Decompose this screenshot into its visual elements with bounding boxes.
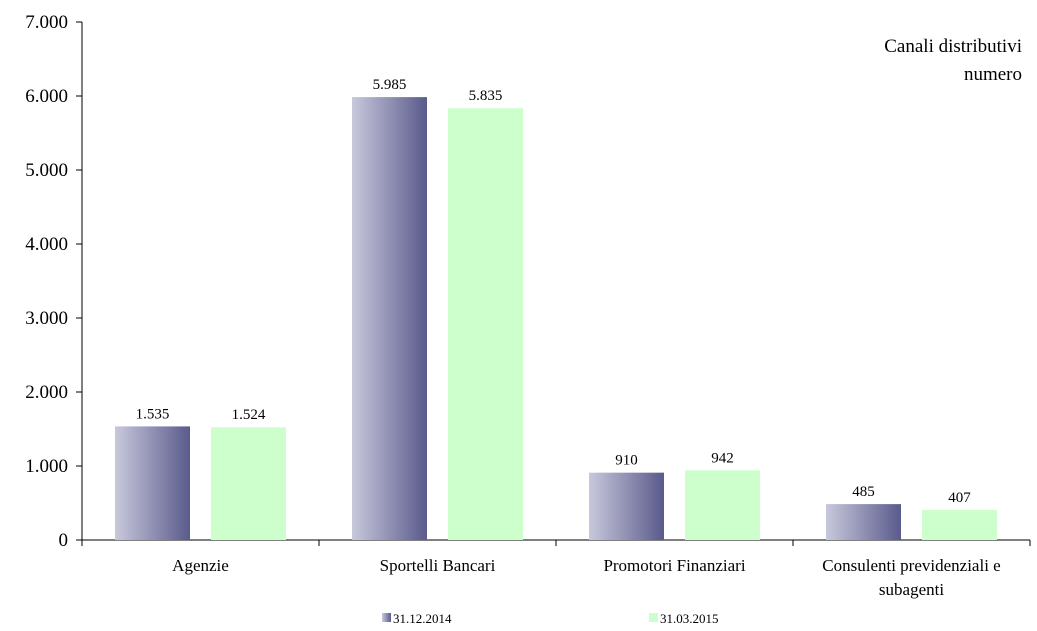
category-label: Agenzie <box>172 556 229 575</box>
data-label: 485 <box>852 484 875 500</box>
data-label: 5.835 <box>469 88 503 104</box>
y-tick-label: 2.000 <box>25 382 68 403</box>
data-label: 407 <box>948 490 971 506</box>
chart-title: Canali distributivi numero <box>884 36 1022 85</box>
legend-label: 31.12.2014 <box>393 611 452 626</box>
data-labels: 1.535 1.524 5.985 5.835 910 942 485 407 <box>136 77 972 506</box>
data-label: 5.985 <box>373 77 407 93</box>
legend-swatch <box>382 613 391 622</box>
data-label: 1.535 <box>136 406 170 422</box>
legend-label: 31.03.2015 <box>660 611 719 626</box>
legend-swatch <box>649 613 658 622</box>
category-label: Consulenti previdenziali e <box>822 556 1000 575</box>
bar-series-1 <box>826 504 901 540</box>
data-label: 1.524 <box>232 407 266 423</box>
bars <box>115 97 997 541</box>
legend: 31.12.2014 31.03.2015 <box>382 611 719 626</box>
category-label: subagenti <box>879 580 944 599</box>
y-tick-label: 3.000 <box>25 308 68 329</box>
category-label: Sportelli Bancari <box>380 556 496 575</box>
category-label: Promotori Finanziari <box>603 556 745 575</box>
y-tick-label: 7.000 <box>25 12 68 33</box>
y-tick-label: 0 <box>59 530 69 551</box>
bar-series-2 <box>685 470 760 540</box>
bar-series-1 <box>115 426 190 540</box>
bar-series-2 <box>211 427 286 540</box>
y-tick-label: 5.000 <box>25 160 68 181</box>
bar-series-2 <box>448 108 523 541</box>
y-tick-label: 4.000 <box>25 234 68 255</box>
bar-series-1 <box>589 472 664 540</box>
axes: 0 1.000 2.000 3.000 4.000 5.000 6.000 7.000 Agen… <box>25 12 1031 599</box>
bar-series-1 <box>352 97 427 541</box>
chart-title-line-2: numero <box>964 64 1022 85</box>
chart-title-line-1: Canali distributivi <box>884 36 1022 57</box>
y-tick-label: 6.000 <box>25 86 68 107</box>
data-label: 910 <box>615 453 638 469</box>
bar-series-2 <box>922 509 997 540</box>
y-tick-label: 1.000 <box>25 456 68 477</box>
data-label: 942 <box>711 450 734 466</box>
